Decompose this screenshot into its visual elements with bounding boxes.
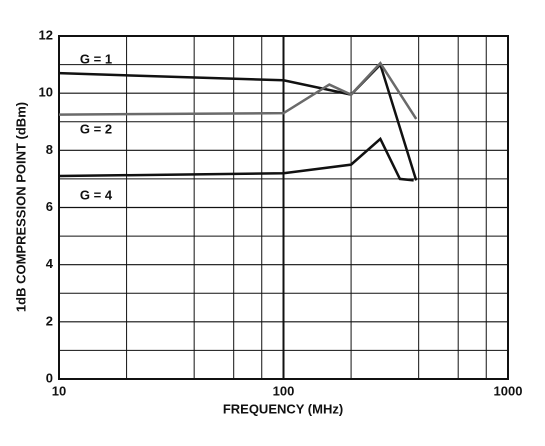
y-tick-label: 2 [46, 313, 53, 328]
y-tick-label: 12 [39, 27, 53, 42]
series-label: G = 4 [80, 187, 113, 202]
x-tick-label: 100 [273, 383, 295, 398]
y-tick-label: 8 [46, 142, 53, 157]
y-tick-label: 10 [39, 85, 53, 100]
series-line [58, 61, 418, 120]
x-axis-title: FREQUENCY (MHz) [223, 401, 343, 416]
series-label: G = 1 [80, 51, 112, 66]
y-tick-label: 4 [46, 256, 54, 271]
series-label: G = 2 [80, 121, 112, 136]
y-axis-title: 1dB COMPRESSION POINT (dBm) [13, 102, 28, 312]
y-tick-label: 0 [46, 370, 53, 385]
plot-frame [58, 35, 509, 380]
series-line [58, 136, 414, 182]
x-tick-label: 10 [52, 383, 66, 398]
x-tick-label: 1000 [494, 383, 523, 398]
y-tick-label: 6 [46, 199, 53, 214]
